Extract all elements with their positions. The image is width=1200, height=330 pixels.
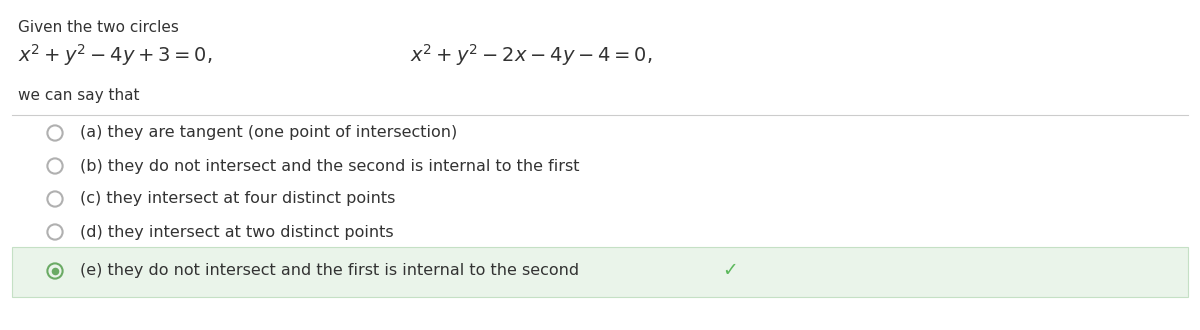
Text: Given the two circles: Given the two circles: [18, 20, 179, 35]
FancyBboxPatch shape: [12, 247, 1188, 297]
Text: $x^2 + y^2 - 2x - 4y - 4 = 0,$: $x^2 + y^2 - 2x - 4y - 4 = 0,$: [410, 42, 653, 68]
Text: $x^2 + y^2 - 4y + 3 = 0,$: $x^2 + y^2 - 4y + 3 = 0,$: [18, 42, 212, 68]
Point: [46, 196, 65, 202]
Text: ✓: ✓: [722, 261, 738, 280]
Text: (e) they do not intersect and the first is internal to the second: (e) they do not intersect and the first …: [80, 263, 580, 279]
Point: [46, 268, 65, 274]
Text: we can say that: we can say that: [18, 88, 139, 103]
Text: (a) they are tangent (one point of intersection): (a) they are tangent (one point of inter…: [80, 125, 457, 141]
Point: [46, 130, 65, 136]
Text: (b) they do not intersect and the second is internal to the first: (b) they do not intersect and the second…: [80, 158, 580, 174]
Text: (c) they intersect at four distinct points: (c) they intersect at four distinct poin…: [80, 191, 395, 207]
Point: [46, 229, 65, 235]
Text: (d) they intersect at two distinct points: (d) they intersect at two distinct point…: [80, 224, 394, 240]
Point: [46, 268, 65, 274]
Point: [46, 163, 65, 169]
